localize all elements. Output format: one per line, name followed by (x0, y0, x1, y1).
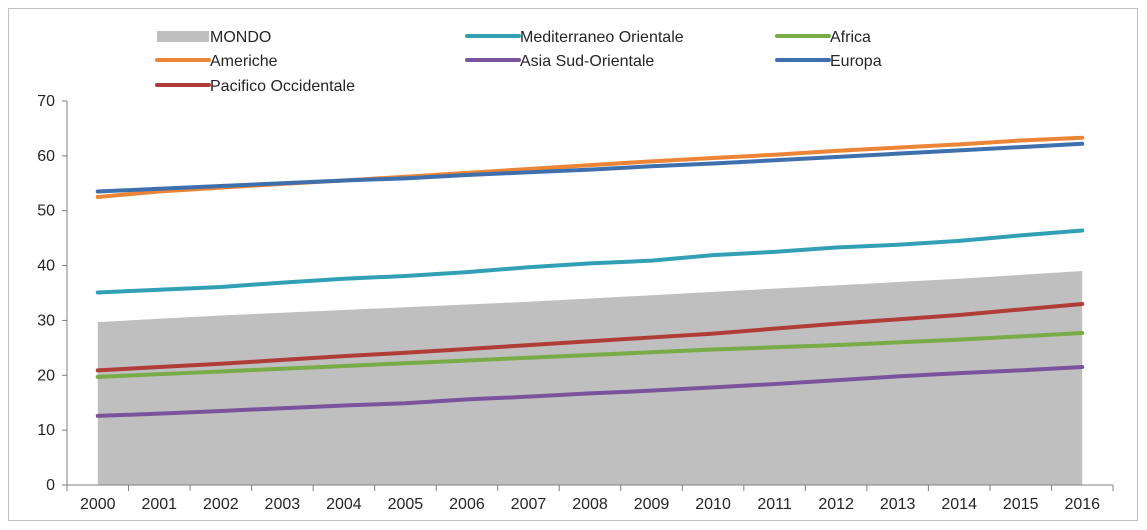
series-line-africa (95, 331, 1085, 379)
legend-label-asia-sud-orientale: Asia Sud-Orientale (520, 53, 654, 70)
area-layer (97, 271, 1083, 485)
series-line-europa (95, 141, 1085, 194)
x-tick-label-2011: 2011 (757, 496, 792, 513)
x-tick-label-2009: 2009 (634, 496, 670, 513)
legend-label-africa: Africa (830, 29, 871, 46)
x-tick-label-2001: 2001 (141, 496, 177, 513)
x-tick-label-2004: 2004 (326, 496, 362, 513)
area-mondo (97, 271, 1083, 485)
x-tick-label-2012: 2012 (818, 496, 854, 513)
series-line-asia-sud-orientale (95, 365, 1085, 418)
legend-label-mediterraneo-orientale: Mediterraneo Orientale (520, 29, 684, 46)
y-tick-label-0: 0 (46, 477, 55, 494)
x-tick-label-2008: 2008 (572, 496, 608, 513)
axes-layer: 0 10 20 30 40 50 60 70 2000 2001 2002 2003 2004 2005 2… (37, 93, 1114, 513)
y-tick-label-30: 30 (37, 312, 55, 329)
x-tick-label-2016: 2016 (1064, 496, 1100, 513)
legend: MONDO Mediterraneo Orientale Africa Americh… (155, 29, 882, 95)
y-tick-label-40: 40 (37, 258, 55, 275)
x-tick-label-2003: 2003 (265, 496, 301, 513)
x-tick-label-2010: 2010 (695, 496, 731, 513)
x-tick-label-2007: 2007 (511, 496, 547, 513)
x-tick-label-2013: 2013 (880, 496, 916, 513)
legend-label-americhe: Americhe (210, 53, 278, 70)
y-tick-label-70: 70 (37, 93, 55, 110)
legend-label-pacifico-occidentale: Pacifico Occidentale (210, 78, 355, 95)
y-tick-label-20: 20 (37, 367, 55, 384)
y-tick-label-60: 60 (37, 148, 55, 165)
x-tick-label-2015: 2015 (1003, 496, 1039, 513)
x-tick-label-2006: 2006 (449, 496, 485, 513)
x-tick-label-2005: 2005 (388, 496, 424, 513)
x-tick-label-2002: 2002 (203, 496, 239, 513)
legend-label-mondo: MONDO (210, 29, 271, 46)
series-line-mediterraneo-orientale (95, 228, 1085, 295)
legend-label-europa: Europa (830, 53, 882, 70)
lines-layer (95, 135, 1085, 418)
x-tick-label-2014: 2014 (941, 496, 977, 513)
y-tick-label-50: 50 (37, 203, 55, 220)
series-line-americhe (95, 135, 1085, 199)
y-tick-label-10: 10 (37, 422, 55, 439)
x-tick-label-2000: 2000 (80, 496, 116, 513)
legend-swatch-mondo (157, 31, 209, 42)
series-line-pacifico-occidentale (95, 301, 1085, 373)
